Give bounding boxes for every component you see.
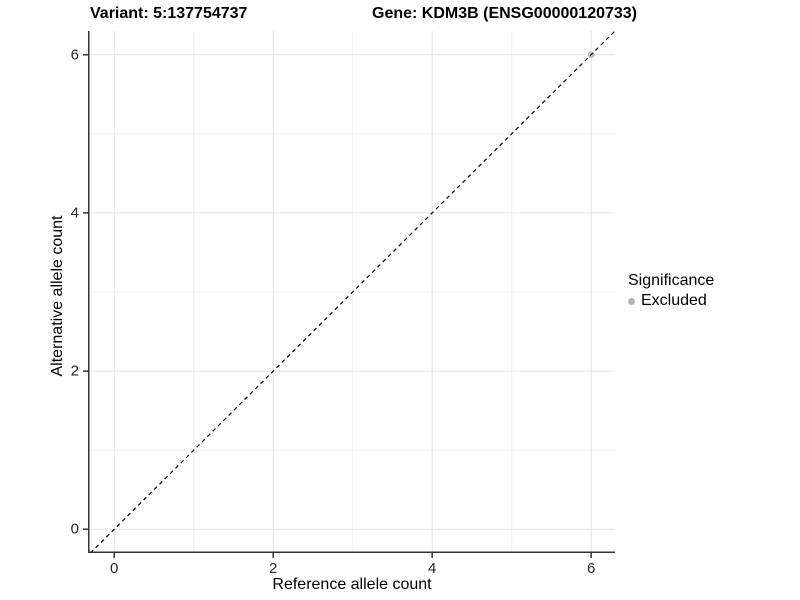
x-tick-label: 2 <box>269 560 278 577</box>
x-tick-label: 0 <box>110 560 119 577</box>
x-axis-label: Reference allele count <box>272 576 432 593</box>
y-tick-label: 4 <box>70 204 79 222</box>
legend: Significance Excluded <box>628 272 714 310</box>
y-axis-label: Alternative allele count <box>49 215 66 377</box>
legend-item-excluded: Excluded <box>628 292 714 310</box>
identity-reference-line <box>89 30 616 554</box>
y-tick-label: 2 <box>70 362 79 380</box>
y-tick-label: 6 <box>70 46 79 64</box>
variant-title: Variant: 5:137754737 <box>90 5 248 22</box>
gene-title: Gene: KDM3B (ENSG00000120733) <box>372 5 638 22</box>
legend-item-label: Excluded <box>641 292 707 309</box>
plot-canvas <box>83 30 616 558</box>
plot-panel <box>83 30 616 558</box>
legend-title: Significance <box>628 272 715 289</box>
x-tick-label: 6 <box>586 560 596 577</box>
y-tick-label: 0 <box>70 520 79 538</box>
x-tick-label: 4 <box>428 560 437 577</box>
legend-marker-dot-icon <box>628 297 635 305</box>
